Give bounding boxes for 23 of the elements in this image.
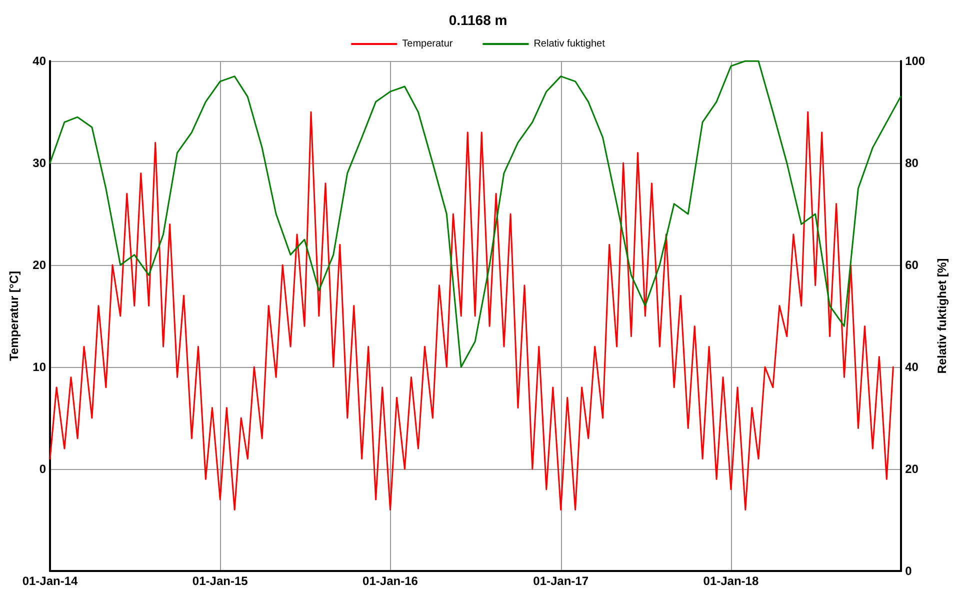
line-series [49, 111, 894, 511]
x-tick-label: 01-Jan-18 [703, 574, 759, 588]
y2-axis-title: Relativ fuktighet [%] [935, 258, 949, 374]
y-tick-label: 10 [32, 360, 46, 374]
y2-tick-label: 40 [905, 360, 919, 374]
chart-title: 0.1168 m [448, 12, 508, 28]
y2-tick-label: 100 [905, 54, 926, 68]
y-tick-label: 40 [32, 54, 46, 68]
y-tick-label: 20 [32, 258, 46, 272]
y2-tick-label: 0 [905, 564, 912, 578]
y2-tick-label: 60 [905, 258, 919, 272]
x-tick-label: 01-Jan-15 [192, 574, 248, 588]
y-tick-label: 30 [32, 156, 46, 170]
legend-label: Relativ fuktighet [534, 38, 606, 50]
legend-label: Temperatur [402, 38, 454, 50]
y2-tick-label: 20 [905, 462, 919, 476]
x-tick-label: 01-Jan-14 [22, 574, 78, 588]
x-tick-label: 01-Jan-17 [533, 574, 589, 588]
line-series [49, 60, 902, 368]
y-axis-title: Temperatur [°C] [7, 271, 21, 361]
x-tick-label: 01-Jan-16 [362, 574, 418, 588]
y-tick-label: 0 [39, 462, 46, 476]
y2-tick-label: 80 [905, 156, 919, 170]
